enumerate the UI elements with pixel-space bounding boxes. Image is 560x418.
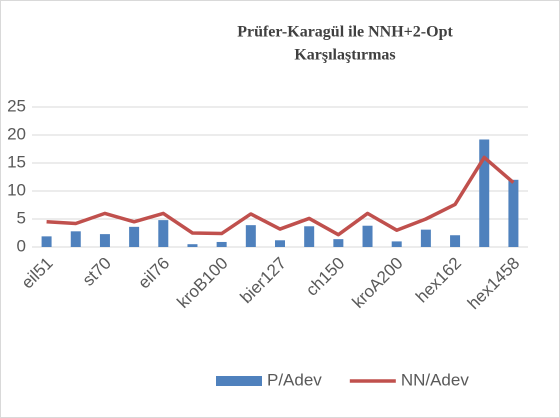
bar [158, 220, 169, 247]
bar [391, 241, 402, 247]
bar [333, 239, 344, 247]
bar [362, 225, 373, 247]
legend-swatch [216, 376, 262, 386]
bar [275, 240, 285, 247]
bar [41, 236, 52, 247]
bar [450, 235, 461, 247]
legend-label: NN/Adev [401, 370, 470, 389]
bar [420, 229, 431, 247]
y-tick-label: 25 [7, 96, 26, 115]
bar [99, 234, 110, 247]
y-tick-label: 0 [17, 236, 26, 255]
bar [129, 226, 140, 247]
line [46, 155, 515, 237]
bar [216, 241, 227, 247]
y-tick-label: 15 [7, 152, 26, 171]
y-tick-label: 5 [17, 208, 26, 227]
y-tick-label: 10 [7, 180, 26, 199]
chart-title: Prüfer-Karagül ile NNH+2-Opt [237, 24, 453, 41]
chart-title: Karşılaştırmas [294, 47, 395, 64]
bar [479, 139, 490, 247]
bar [304, 226, 315, 247]
y-tick-label: 20 [7, 124, 26, 143]
bar [70, 231, 81, 247]
legend-label: P/Adev [267, 370, 322, 389]
bar [508, 179, 519, 247]
bar [187, 244, 198, 247]
bar [245, 225, 256, 247]
